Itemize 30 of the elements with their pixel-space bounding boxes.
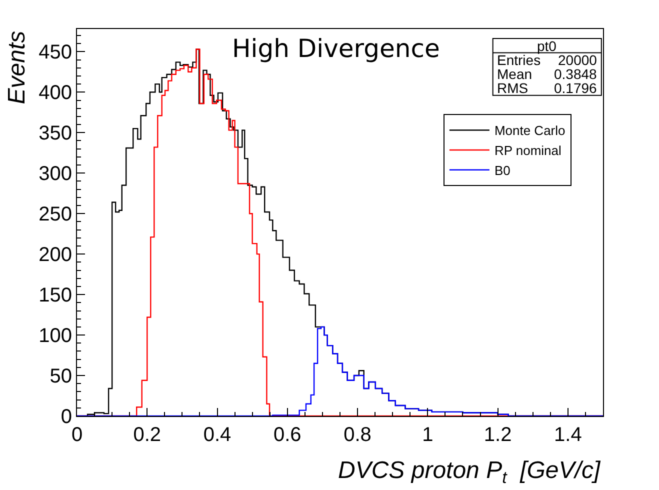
y-tick-label: 0 [60, 406, 72, 428]
y-tick-label: 200 [38, 244, 72, 266]
y-tick-label: 400 [38, 82, 72, 104]
legend-label: Monte Carlo [494, 123, 566, 138]
annotation: 20000 [558, 52, 598, 68]
y-tick-label: 250 [38, 204, 72, 226]
y-axis-title: Events [3, 30, 30, 104]
y-tick-label: 100 [38, 325, 72, 348]
x-tick-label: 1.2 [484, 424, 512, 446]
legend-label: B0 [494, 162, 510, 178]
x-tick-label: 1 [422, 424, 434, 446]
x-tick-label: 0.8 [344, 424, 372, 446]
y-tick-label: 450 [38, 42, 72, 64]
y-tick-label: 350 [38, 122, 72, 145]
x-tick-label: 0.2 [133, 424, 162, 446]
annotation: RMS [497, 80, 528, 96]
y-tick-label: 300 [38, 163, 72, 186]
y-tick-label: 50 [50, 366, 72, 388]
annotation: Entries [497, 52, 541, 68]
annotation: pt0 [537, 38, 557, 54]
x-axis-title: DVCS proton P$_{t}$ [GeV/c] [338, 457, 602, 488]
legend-label: RP nominal [494, 143, 562, 158]
annotation: 0.3848 [554, 66, 598, 82]
x-tick-label: 0.4 [203, 424, 232, 446]
annotation: Mean [497, 66, 532, 82]
x-tick-label: 0.6 [273, 424, 302, 446]
annotation: 0.1796 [554, 80, 598, 96]
annotation: High Divergence [232, 34, 440, 63]
y-tick-label: 150 [38, 284, 72, 307]
x-tick-label: 1.4 [554, 424, 582, 446]
